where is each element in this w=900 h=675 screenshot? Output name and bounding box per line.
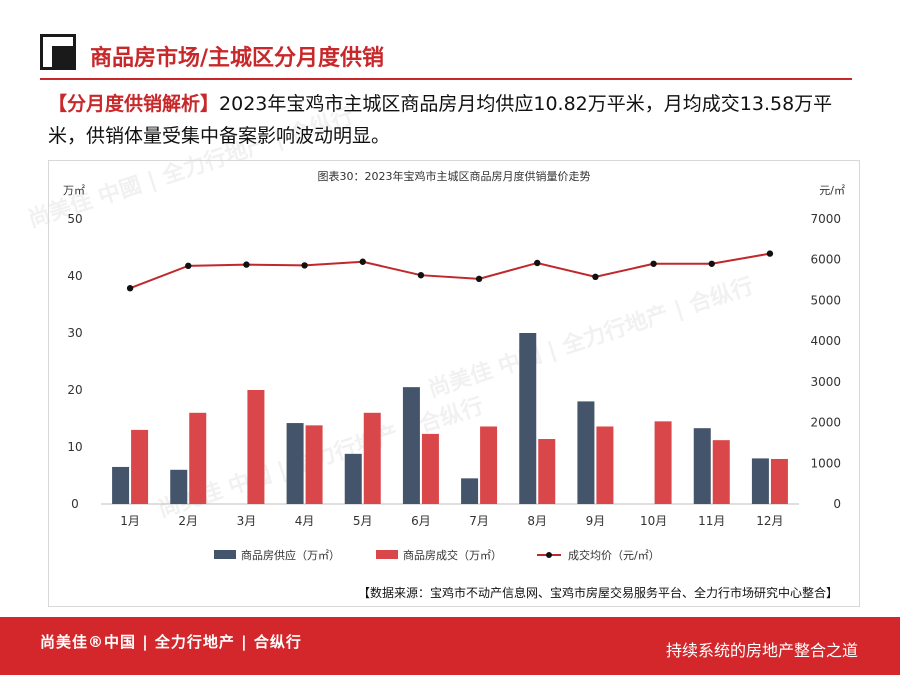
right-tick-label: 4000 xyxy=(810,334,841,348)
bar-sales xyxy=(654,421,672,504)
bar-supply xyxy=(693,428,711,504)
bar-sales xyxy=(247,390,265,504)
right-tick-label: 0 xyxy=(833,497,841,511)
left-tick-label: 10 xyxy=(67,440,82,454)
category-label: 12月 xyxy=(756,514,783,528)
price-point xyxy=(592,273,599,281)
bar-supply xyxy=(286,423,304,504)
summary-tag: 【分月度供销解析】 xyxy=(48,93,220,115)
bar-sales xyxy=(305,425,323,504)
chart-title: 图表30：2023年宝鸡市主城区商品房月度供销量价走势 xyxy=(318,169,591,183)
bar-sales xyxy=(363,412,381,504)
category-label: 4月 xyxy=(295,514,315,528)
legend-label: 商品房供应（万㎡） xyxy=(241,548,340,562)
legend-swatch xyxy=(376,550,398,559)
bar-supply xyxy=(402,387,420,504)
category-label: 6月 xyxy=(411,514,431,528)
price-point xyxy=(650,260,657,267)
footer-bar: 尚美佳®中国 | 全力行地产 | 合纵行 持续系统的房地产整合之道 xyxy=(0,617,900,675)
data-source-note: 【数据来源：宝鸡市不动产信息网、宝鸡市房屋交易服务平台、全力行市场研究中心整合】 xyxy=(357,586,838,600)
legend-label: 商品房成交（万㎡） xyxy=(403,548,502,562)
bar-sales xyxy=(538,439,556,504)
price-point xyxy=(708,260,715,267)
bar-sales xyxy=(189,412,207,504)
page-title: 商品房市场/主城区分月度供销 xyxy=(90,46,385,71)
chart-container: 图表30：2023年宝鸡市主城区商品房月度供销量价走势万㎡ 元/㎡ 0 10 20 30 4… xyxy=(48,160,860,607)
right-tick-label: 5000 xyxy=(810,293,841,307)
right-tick-label: 6000 xyxy=(810,253,841,267)
price-point xyxy=(185,262,192,270)
price-point xyxy=(359,258,366,265)
left-tick-label: 0 xyxy=(71,497,79,511)
bar-supply xyxy=(344,453,362,504)
price-point xyxy=(534,259,541,267)
bar-sales xyxy=(770,458,788,504)
category-label: 8月 xyxy=(527,514,547,528)
bar-supply xyxy=(461,478,479,504)
summary-text: 2023年宝鸡市主城区商品房月均供应10.82万平米，月均成交13.58万平米，… xyxy=(48,93,833,147)
price-point xyxy=(475,275,483,283)
price-point xyxy=(766,250,774,257)
category-label: 11月 xyxy=(698,514,725,528)
category-label: 1月 xyxy=(120,514,140,528)
summary-paragraph: 【分月度供销解析】2023年宝鸡市主城区商品房月均供应10.82万平米，月均成交… xyxy=(48,88,848,152)
left-tick-label: 30 xyxy=(67,326,82,340)
legend-swatch xyxy=(546,552,552,558)
legend-swatch xyxy=(214,550,236,559)
left-tick-label: 20 xyxy=(67,383,82,397)
left-tick-label: 50 xyxy=(67,212,82,226)
bar-sales xyxy=(480,426,498,504)
bar-supply xyxy=(519,333,537,504)
right-tick-label: 2000 xyxy=(810,416,841,430)
title-square-icon xyxy=(40,34,78,72)
bar-supply xyxy=(112,466,130,504)
left-tick-label: 40 xyxy=(67,269,82,283)
legend-label: 成交均价（元/㎡） xyxy=(568,548,660,562)
category-label: 2月 xyxy=(178,514,198,528)
price-point xyxy=(417,271,425,279)
category-label: 3月 xyxy=(237,514,257,528)
price-point xyxy=(243,261,250,268)
bar-supply xyxy=(577,401,595,504)
footer-tagline: 持续系统的房地产整合之道 xyxy=(665,641,858,660)
price-line xyxy=(129,252,771,290)
footer-brand: 尚美佳®中国 | 全力行地产 | 合纵行 xyxy=(40,633,302,651)
right-axis-label: 元/㎡ xyxy=(819,184,845,197)
price-point xyxy=(301,262,308,269)
bar-sales xyxy=(712,440,730,504)
price-point xyxy=(126,285,134,292)
right-tick-label: 7000 xyxy=(810,212,841,226)
category-label: 9月 xyxy=(586,514,606,528)
bar-supply xyxy=(170,469,188,504)
header-divider xyxy=(40,78,852,80)
category-label: 7月 xyxy=(469,514,489,528)
bar-supply xyxy=(751,458,769,504)
category-label: 10月 xyxy=(640,514,667,528)
right-tick-label: 3000 xyxy=(810,375,841,389)
left-axis-label: 万㎡ xyxy=(63,184,85,197)
bar-sales xyxy=(421,433,439,504)
bar-sales xyxy=(596,426,614,504)
category-label: 5月 xyxy=(353,514,373,528)
bar-sales xyxy=(131,429,149,504)
right-tick-label: 1000 xyxy=(810,456,841,470)
